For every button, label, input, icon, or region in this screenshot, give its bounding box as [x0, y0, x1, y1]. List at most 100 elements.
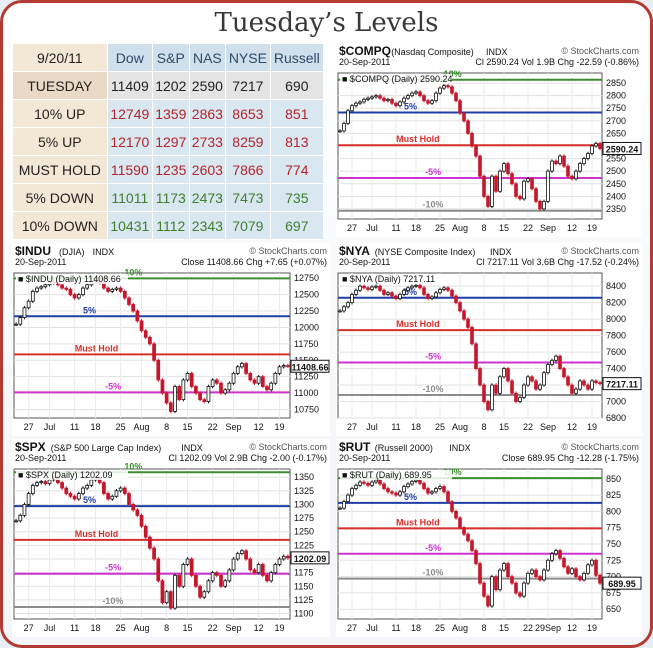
table-column-header: NYSE — [225, 43, 271, 72]
candle-body — [426, 488, 430, 494]
candle-body — [338, 130, 342, 133]
plot-area — [13, 272, 291, 419]
y-tick-label: 11250 — [294, 372, 318, 382]
x-tick-label: 8 — [481, 623, 486, 633]
candle-body — [370, 481, 374, 486]
candle-body — [470, 133, 474, 147]
candle-body — [122, 487, 127, 494]
candle-body — [189, 558, 194, 576]
series-label: ■ $RUT (Daily) 689.95 — [342, 470, 432, 480]
x-tick-label: 12 — [254, 422, 264, 432]
candle-body — [546, 170, 550, 202]
candle-body — [269, 572, 274, 582]
x-tick-label: Jul — [44, 623, 56, 633]
candle-body — [210, 379, 215, 387]
y-tick-label: 1175 — [294, 568, 313, 578]
candle-body — [434, 92, 438, 102]
x-tick-label: 18 — [411, 223, 421, 233]
candle-body — [566, 165, 570, 177]
candle-body — [546, 364, 550, 374]
chart-watermark: © StockCharts.com — [561, 442, 639, 452]
table-row-label: 10% UP — [12, 99, 108, 128]
candle-body — [390, 292, 394, 297]
candle-body — [362, 99, 366, 103]
candle-body — [60, 284, 64, 289]
candle-body — [454, 510, 458, 519]
table-row: 5% DOWN 11011 1173 2473 7473 735 — [12, 183, 325, 212]
level-label: Must Hold — [396, 319, 440, 329]
page-title: Tuesday’s Levels — [214, 8, 439, 38]
y-tick-label: 11000 — [294, 388, 318, 398]
series-label: ■ $NYA (Daily) 7217.11 — [342, 274, 435, 284]
table-cell: 774 — [269, 155, 325, 184]
candle-body — [434, 292, 438, 298]
table-row: 5% UP 12170 1297 2733 8259 813 — [12, 127, 325, 156]
candle-body — [414, 284, 418, 287]
y-tick-label: 1325 — [294, 486, 314, 496]
candle-body — [240, 363, 244, 368]
chart-name: (NYSE Composite Index) — [375, 247, 476, 257]
candle-body — [18, 317, 23, 325]
candle-body — [248, 558, 253, 571]
table-date-cell: 9/20/11 — [12, 43, 108, 72]
candle-body — [127, 297, 131, 305]
candle-body — [462, 310, 466, 320]
candle-body — [578, 163, 582, 172]
table-row: TUESDAY 11409 1202 2590 7217 690 — [12, 71, 325, 100]
level-label: -5% — [425, 543, 441, 553]
x-tick-label: 29Sep — [535, 623, 561, 633]
y-tick-label: 1350 — [294, 472, 314, 482]
table-row-label: 5% DOWN — [12, 183, 108, 212]
candle-body — [554, 355, 558, 361]
candle-body — [522, 384, 526, 398]
candle-body — [566, 376, 570, 386]
x-tick-label: Aug — [452, 623, 468, 633]
candle-body — [534, 380, 538, 390]
candle-body — [474, 145, 478, 157]
candle-body — [118, 487, 123, 492]
chart-date: 20-Sep-2011 — [339, 257, 390, 267]
candle-body — [168, 402, 173, 412]
candle-body — [68, 493, 73, 497]
candle-body — [362, 481, 366, 484]
candle-body — [152, 547, 156, 560]
candle-body — [582, 572, 586, 581]
candle-body — [574, 170, 578, 180]
candle-body — [160, 379, 165, 394]
candle-body — [398, 294, 402, 299]
candle-body — [346, 110, 350, 124]
candle-body — [35, 287, 39, 292]
chart-name: (S&P 500 Large Cap Index) — [51, 443, 161, 453]
candle-body — [252, 569, 257, 574]
y-tick-label: 2800 — [606, 91, 626, 101]
candle-body — [382, 483, 386, 489]
candle-body — [346, 302, 350, 308]
candle-body — [530, 178, 534, 190]
y-tick-label: 700 — [606, 572, 621, 582]
table-cell: 7079 — [225, 211, 271, 240]
candle-body — [110, 289, 115, 292]
x-tick-label: 27 — [347, 422, 357, 432]
candle-body — [39, 481, 44, 484]
series-label: ■ $COMPQ (Daily) 2590.24 — [342, 74, 452, 84]
level-label: 10% — [444, 467, 462, 477]
candle-body — [374, 479, 378, 483]
candle-body — [482, 384, 486, 402]
last-value-label: 1202.09 — [294, 554, 327, 564]
table-header-row: 9/20/11 Dow S&P NAS NYSE Russell — [12, 43, 325, 72]
level-label: -10% — [422, 200, 443, 210]
chart-svg: $SPX (S&P 500 Large Cap Index) INDX © Stock… — [13, 440, 330, 633]
level-label: 5% — [83, 305, 96, 315]
y-tick-label: 7400 — [606, 364, 626, 374]
y-tick-label: 12750 — [294, 273, 319, 283]
level-label: -5% — [425, 352, 441, 362]
candle-body — [558, 355, 562, 369]
candle-body — [410, 285, 414, 289]
level-label: -10% — [102, 596, 123, 606]
candle-body — [173, 574, 177, 609]
chart-symbol: $SPX — [15, 440, 46, 454]
candle-body — [518, 195, 522, 200]
candle-body — [418, 284, 422, 289]
candle-body — [235, 553, 240, 560]
candle-body — [586, 384, 590, 390]
